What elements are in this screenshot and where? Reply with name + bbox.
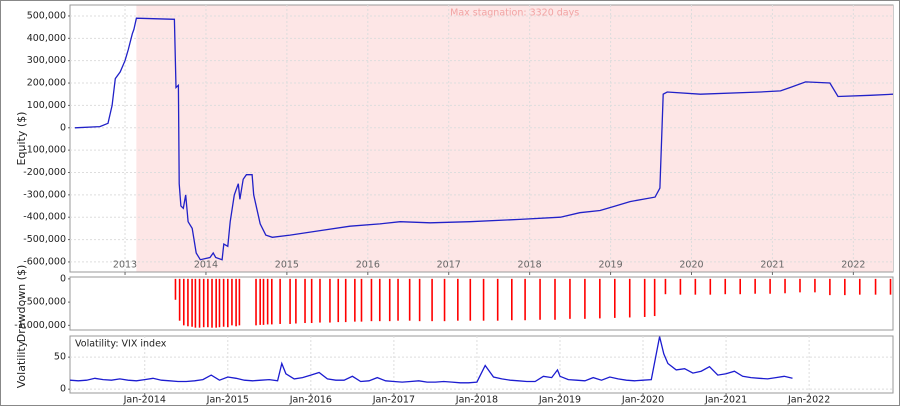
y-tick-label: 0 [60, 273, 66, 284]
x-tick-label: 2016 [356, 260, 380, 271]
y-tick-label: 200,000 [27, 78, 66, 89]
x-tick-label: Jan-2021 [704, 395, 747, 406]
x-tick-label: 2018 [518, 260, 542, 271]
x-tick-label: Jan-2022 [787, 395, 830, 406]
x-tick-label: Jan-2018 [455, 395, 498, 406]
x-tick-label: 2019 [598, 260, 622, 271]
y-tick-label: -1,000,000 [14, 320, 66, 331]
x-tick-label: 2013 [113, 260, 137, 271]
y-tick-label: 0 [60, 122, 66, 133]
legend-label: Volatility: VIX index [75, 339, 167, 350]
y-tick-label: -500,000 [23, 234, 66, 245]
panel [69, 335, 894, 394]
series-line [69, 336, 793, 384]
y-tick-label: 0 [60, 384, 66, 395]
y-tick-label: 400,000 [27, 33, 66, 44]
y-tick-label: -100,000 [23, 145, 66, 156]
x-tick-label: Jan-2019 [538, 395, 581, 406]
y-tick-label: 300,000 [27, 55, 66, 66]
y-tick-label: -600,000 [23, 256, 66, 267]
x-tick-label: Jan-2016 [289, 395, 332, 406]
y-tick-label: -300,000 [23, 189, 66, 200]
x-tick-label: 2022 [841, 260, 865, 271]
y-axis-label: Volatility [15, 340, 28, 388]
x-tick-label: 2014 [194, 260, 218, 271]
x-tick-label: 2021 [760, 260, 784, 271]
y-axis-label: Drawdown ($) [15, 265, 28, 343]
x-tick-label: Jan-2017 [372, 395, 415, 406]
y-tick-label: -500,000 [23, 297, 66, 308]
x-tick-label: 2020 [679, 260, 703, 271]
stagnation-label: Max stagnation: 3320 days [450, 8, 579, 19]
stagnation-region [136, 5, 893, 272]
x-tick-label: 2017 [437, 260, 461, 271]
y-tick-label: 50 [54, 352, 66, 363]
y-tick-label: -200,000 [23, 167, 66, 178]
y-tick-label: 100,000 [27, 100, 66, 111]
x-tick-label: Jan-2020 [621, 395, 664, 406]
y-axis-label: Equity ($) [15, 112, 28, 166]
x-tick-label: Jan-2014 [123, 395, 166, 406]
x-tick-label: 2015 [275, 260, 299, 271]
series-line [74, 17, 894, 261]
x-tick-label: Jan-2015 [206, 395, 249, 406]
y-tick-label: 500,000 [27, 10, 66, 21]
y-tick-label: -400,000 [23, 212, 66, 223]
